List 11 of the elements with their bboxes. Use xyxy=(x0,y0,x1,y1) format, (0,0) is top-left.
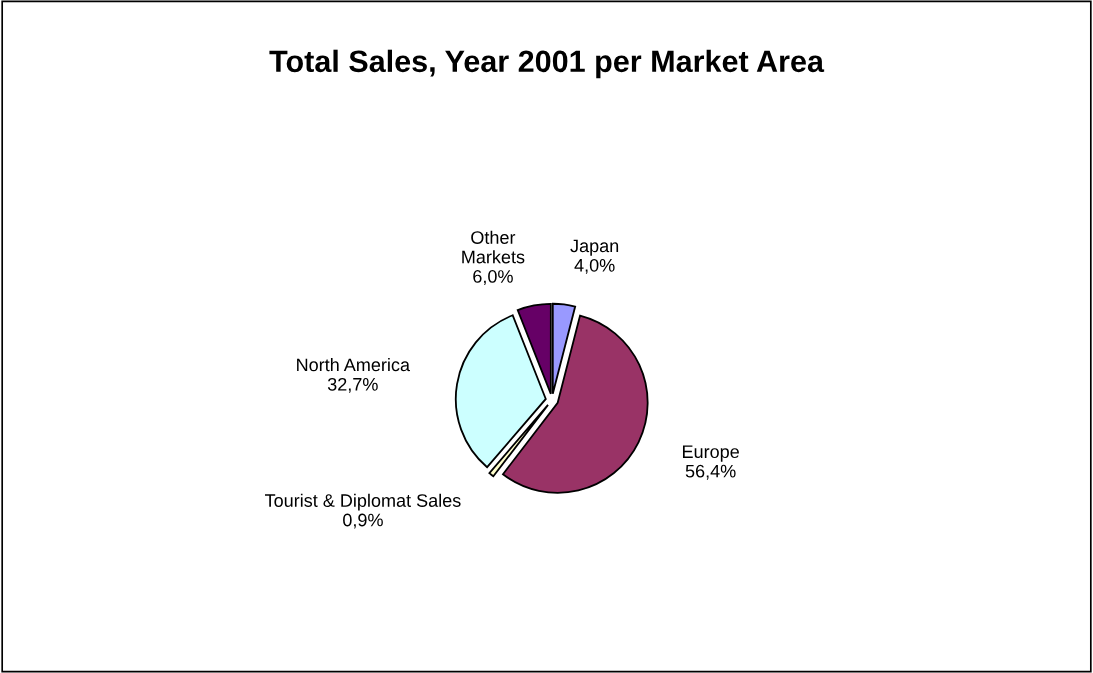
slice-label: Tourist & Diplomat Sales xyxy=(265,493,461,511)
data-label: 0,9% xyxy=(343,513,383,529)
slice-label: Japan xyxy=(570,239,619,256)
slice-label: Other Markets xyxy=(462,230,525,264)
data-label: 6,0% xyxy=(473,270,513,285)
data-label: 56,4% xyxy=(685,464,736,480)
chart-title: Total Sales, Year 2001 per Market Area xyxy=(269,49,825,79)
slice-label: Europe xyxy=(683,445,739,462)
data-label: 4,0% xyxy=(574,258,615,274)
slice-label: North America xyxy=(297,357,410,372)
data-label: 32,7% xyxy=(327,377,378,393)
